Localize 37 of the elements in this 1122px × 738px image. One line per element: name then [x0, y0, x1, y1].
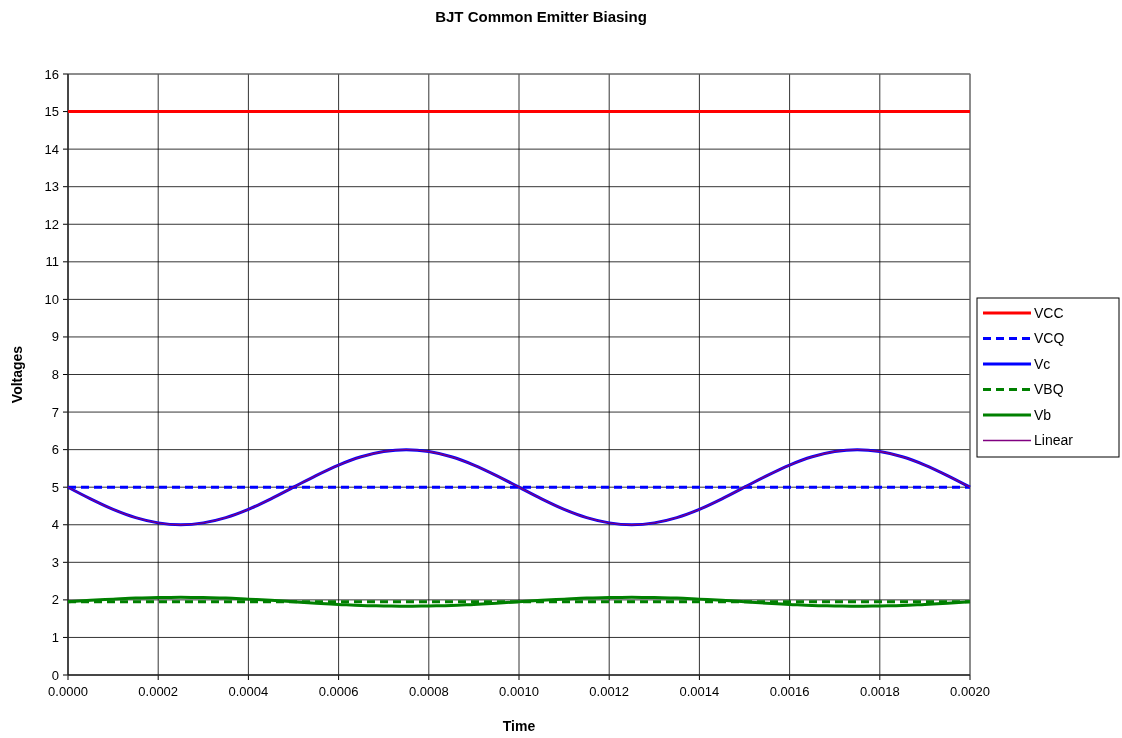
y-tick-label: 2	[51, 592, 59, 608]
legend-label: VCC	[1034, 304, 1064, 321]
y-tick-label: 4	[51, 517, 59, 533]
y-tick-label: 11	[45, 254, 59, 270]
x-tick-label: 0.0008	[408, 684, 449, 699]
legend-label: Linear	[1034, 432, 1074, 449]
x-tick-label: 0.0010	[499, 684, 539, 699]
x-tick-label: 0.0014	[679, 684, 720, 699]
y-tick-label: 5	[51, 479, 59, 495]
y-tick-label: 1	[51, 629, 59, 645]
x-tick-label: 0.0002	[138, 684, 179, 699]
y-tick-label: 6	[51, 442, 59, 458]
y-tick-label: 12	[44, 216, 59, 232]
x-tick-label: 0.0004	[228, 684, 269, 699]
y-tick-label: 3	[51, 554, 59, 570]
legend-label: VBQ	[1034, 381, 1064, 398]
chart-title: BJT Common Emitter Biasing	[435, 8, 647, 25]
legend-label: Vc	[1034, 355, 1051, 372]
y-tick-label: 16	[44, 66, 59, 82]
x-tick-label: 0.0018	[859, 684, 900, 699]
x-tick-label: 0.0000	[48, 684, 88, 699]
x-tick-label: 0.0016	[769, 684, 810, 699]
y-axis-title: Voltages	[9, 345, 25, 404]
legend-label: VCQ	[1034, 330, 1065, 347]
y-tick-label: 13	[44, 179, 59, 195]
y-tick-label: 8	[51, 367, 59, 383]
x-axis-title: Time	[502, 718, 536, 734]
y-tick-label: 7	[51, 404, 59, 420]
y-tick-label: 14	[44, 141, 59, 157]
y-tick-label: 9	[51, 329, 59, 345]
y-tick-label: 15	[44, 104, 59, 120]
x-tick-label: 0.0012	[589, 684, 630, 699]
x-tick-label: 0.0020	[950, 684, 990, 699]
x-tick-label: 0.0006	[318, 684, 359, 699]
legend-label: Vb	[1034, 406, 1052, 423]
y-tick-label: 10	[44, 291, 59, 307]
y-tick-label: 0	[51, 667, 59, 683]
